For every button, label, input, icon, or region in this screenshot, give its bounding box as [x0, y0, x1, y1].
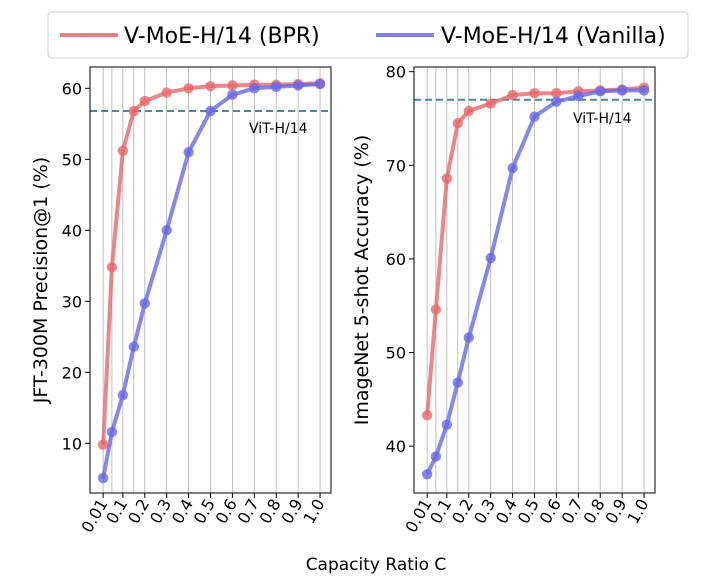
data-point-vanilla [227, 89, 238, 100]
panel-imagenet: ImageNet 5-shot Accuracy (%) ViT-H/14 40… [351, 63, 656, 536]
data-point-vanilla [106, 426, 118, 438]
data-point-vanilla [421, 469, 433, 480]
data-point-bpr [139, 95, 150, 107]
panel-jft: JFT-300M Precision@1 (%) ViT-H/14 10 20 30… [30, 66, 332, 536]
data-point-vanilla [117, 389, 129, 401]
data-point-vanilla [507, 162, 518, 174]
data-point-bpr [507, 89, 518, 101]
data-point-vanilla [573, 90, 584, 102]
series-line-vanilla [425, 88, 645, 476]
data-point-bpr [161, 87, 172, 98]
data-point-bpr [227, 80, 238, 91]
data-point-vanilla [529, 111, 540, 122]
data-point-bpr [205, 80, 216, 92]
data-point-bpr [452, 117, 464, 129]
data-point-vanilla [452, 377, 464, 388]
y-tick-label: 10 [62, 434, 82, 453]
data-point-bpr [551, 88, 562, 99]
data-point-vanilla [485, 252, 496, 264]
data-point-vanilla [128, 341, 140, 352]
data-point-vanilla [638, 85, 650, 96]
data-point-bpr [128, 105, 140, 117]
data-point-vanilla [292, 80, 304, 91]
data-point-bpr [430, 304, 442, 315]
data-point-bpr [421, 410, 433, 421]
data-point-bpr [529, 88, 540, 99]
data-point-vanilla [595, 86, 606, 97]
data-point-bpr [441, 173, 453, 184]
data-point-bpr [183, 83, 194, 94]
data-point-bpr [485, 98, 496, 109]
x-tick-label: 1.0 [299, 496, 328, 528]
x-axis-label: Capacity Ratio C [306, 555, 447, 575]
data-point-bpr [117, 145, 129, 156]
data-point-vanilla [271, 81, 282, 93]
y-tick-label: 50 [386, 344, 406, 363]
y-tick-label: 60 [62, 79, 82, 98]
data-point-vanilla [183, 147, 194, 158]
y-tick-label: 80 [386, 63, 406, 82]
data-point-vanilla [139, 298, 150, 309]
y-tick-label: 40 [386, 437, 406, 456]
data-point-vanilla [249, 83, 260, 94]
series-line-vanilla [101, 82, 321, 479]
data-point-vanilla [205, 105, 216, 117]
legend-label-bpr: V-MoE-H/14 (BPR) [124, 24, 320, 49]
gridlines [90, 67, 331, 493]
y-axis-label: JFT-300M Precision@1 (%) [30, 157, 52, 404]
y-tick-label: 30 [62, 292, 82, 311]
data-point-bpr [106, 262, 118, 273]
data-point-vanilla [161, 225, 172, 236]
y-tick-label: 70 [386, 156, 406, 175]
legend-box [47, 11, 689, 59]
series-line-bpr [101, 81, 321, 445]
baseline-label: ViT-H/14 [249, 121, 308, 137]
data-point-vanilla [314, 78, 326, 90]
data-point-vanilla [441, 419, 453, 430]
data-point-vanilla [430, 451, 442, 462]
baseline-label: ViT-H/14 [573, 111, 632, 127]
y-tick-label: 40 [62, 221, 82, 240]
data-point-vanilla [551, 96, 562, 107]
y-tick-label: 60 [386, 250, 406, 269]
legend-label-vanilla: V-MoE-H/14 (Vanilla) [441, 24, 666, 49]
y-axis-label: ImageNet 5-shot Accuracy (%) [351, 135, 373, 426]
data-point-bpr [463, 105, 474, 117]
x-tick-label: 1.0 [623, 496, 652, 528]
gridlines [414, 67, 655, 493]
data-point-vanilla [463, 332, 474, 343]
data-point-vanilla [97, 472, 109, 484]
data-point-bpr [97, 439, 109, 450]
legend: V-MoE-H/14 (BPR) V-MoE-H/14 (Vanilla) [47, 11, 689, 59]
y-tick-label: 20 [62, 363, 82, 382]
data-point-vanilla [616, 85, 628, 96]
y-tick-label: 50 [62, 150, 82, 169]
series-line-bpr [425, 85, 645, 416]
